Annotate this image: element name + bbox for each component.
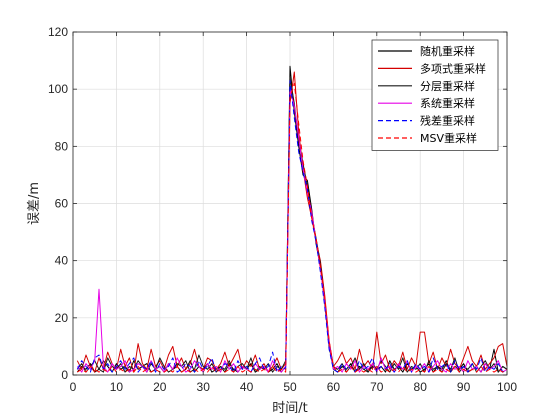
x-tick-label: 60: [327, 380, 341, 394]
y-tick-label: 100: [48, 82, 68, 96]
x-tick-label: 40: [240, 380, 254, 394]
x-tick-label: 10: [110, 380, 124, 394]
tick-layer: 0 10 20 30 40 50 60 70 80 90 100 0 20 40 60 80 100 120: [48, 25, 517, 394]
legend-label-5: MSV重采样: [420, 131, 477, 145]
x-tick-label: 70: [370, 380, 384, 394]
x-tick-label: 0: [70, 380, 77, 394]
series-layer: [76, 65, 508, 373]
x-tick-label: 50: [283, 380, 297, 394]
y-tick-label: 0: [61, 368, 68, 382]
series-line-4: [76, 80, 508, 373]
y-tick-label: 40: [55, 254, 69, 268]
legend-label-1: 多项式重采样: [420, 61, 486, 75]
y-tick-label: 20: [55, 311, 69, 325]
legend-box: [371, 39, 499, 151]
legend-label-4: 残差重采样: [420, 114, 475, 128]
y-axis-label: 误差/m: [27, 182, 42, 225]
x-tick-label: 80: [414, 380, 428, 394]
legend-label-0: 随机重采样: [420, 44, 475, 58]
legend-label-3: 系统重采样: [420, 96, 475, 110]
series-line-5: [77, 82, 508, 373]
x-tick-label: 30: [197, 380, 211, 394]
legend-label-2: 分层重采样: [420, 79, 475, 93]
x-axis-label: 时间/t: [272, 401, 307, 416]
x-tick-label: 90: [457, 380, 471, 394]
y-tick-label: 80: [55, 139, 69, 153]
x-tick-label: 100: [497, 380, 517, 394]
y-tick-label: 120: [48, 25, 68, 39]
x-tick-label: 20: [153, 380, 167, 394]
y-tick-label: 60: [55, 197, 69, 211]
